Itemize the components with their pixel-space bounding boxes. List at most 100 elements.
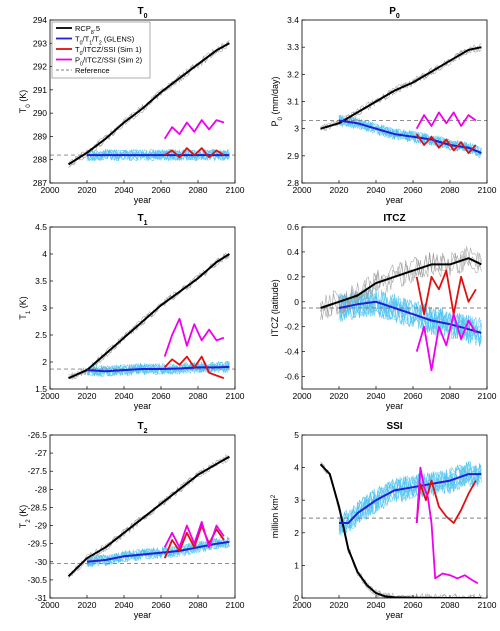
- y-tick-label: -0.4: [284, 347, 299, 357]
- glens-member-line: [86, 148, 230, 162]
- plot-area: [50, 40, 235, 168]
- y-tick-label: 2.9: [287, 151, 299, 161]
- y-tick-label: -29.5: [28, 539, 48, 549]
- x-tick-label: 2080: [441, 185, 460, 195]
- y-tick-label: 3.1: [287, 97, 299, 107]
- x-tick-label: 2060: [152, 185, 171, 195]
- series-sim1-line: [415, 479, 477, 524]
- x-tick-label: 2040: [115, 600, 134, 610]
- y-tick-label: -27: [35, 448, 48, 458]
- x-tick-label: 2040: [367, 185, 386, 195]
- x-tick-label: 2060: [152, 391, 171, 401]
- series-rcp85-line: [67, 455, 230, 578]
- y-axis-label: T2 (K): [18, 505, 32, 529]
- axes-frame: [49, 434, 236, 599]
- x-tick-label: 2100: [478, 185, 497, 195]
- series-rcp85-line: [320, 257, 482, 309]
- legend-label: T0/T1/T2 (GLENS): [75, 35, 135, 47]
- plot-area: [302, 461, 487, 598]
- plot-area: [302, 246, 487, 372]
- y-tick-label: 3.5: [35, 276, 47, 286]
- legend-label: T0/ITCZ/SSI (Sim 1): [75, 45, 142, 57]
- x-tick-label: 2060: [404, 391, 423, 401]
- x-tick-label: 2080: [189, 185, 208, 195]
- y-tick-label: 3.3: [287, 42, 299, 52]
- y-tick-label: 4: [42, 249, 47, 259]
- y-tick-label: 3.2: [287, 69, 299, 79]
- x-tick-label: 2000: [293, 600, 312, 610]
- y-tick-label: 291: [33, 85, 47, 95]
- y-tick-label: 0.4: [287, 247, 299, 257]
- series-sim2-line: [415, 466, 479, 585]
- x-tick-label: 2020: [330, 391, 349, 401]
- y-tick-label: 294: [33, 15, 47, 25]
- x-tick-label: 2020: [78, 600, 97, 610]
- x-tick-label: 2020: [330, 600, 349, 610]
- y-tick-label: 3: [42, 303, 47, 313]
- legend: RCP8.5T0/T1/T2 (GLENS)T0/ITCZ/SSI (Sim 1…: [51, 21, 151, 79]
- x-tick-label: 2000: [293, 391, 312, 401]
- panel-4: 2000 2020 2040 2060 2080 2100 -0.6 -0.4 -0.2 0 0.2…: [270, 213, 497, 411]
- y-axis-label: million km2: [270, 494, 281, 538]
- y-tick-label: 4: [294, 463, 299, 473]
- x-tick-label: 2080: [441, 600, 460, 610]
- series-rcp85-line: [320, 46, 482, 130]
- plot-area: [50, 454, 235, 579]
- glens-member-line: [338, 116, 482, 156]
- x-tick-label: 2040: [115, 391, 134, 401]
- x-tick-label: 2100: [478, 391, 497, 401]
- x-axis-label: year: [386, 610, 404, 620]
- y-tick-label: 3.4: [287, 15, 299, 25]
- x-tick-label: 2100: [226, 185, 245, 195]
- x-tick-label: 2080: [189, 391, 208, 401]
- x-tick-label: 2100: [226, 391, 245, 401]
- x-tick-label: 2020: [78, 185, 97, 195]
- y-tick-label: 289: [33, 131, 47, 141]
- y-tick-label: 2.8: [287, 178, 299, 188]
- series-sim1-line: [415, 133, 477, 155]
- x-axis-label: year: [134, 195, 152, 205]
- y-axis-label: T1 (K): [18, 296, 32, 320]
- plot-area: [302, 43, 487, 159]
- y-tick-label: -26.5: [28, 430, 48, 440]
- x-tick-label: 2020: [330, 185, 349, 195]
- x-tick-label: 2000: [41, 391, 60, 401]
- panel-6: 2000 2020 2040 2060 2080 2100 0 1 2 3 4 5 SSI year mil…: [270, 421, 497, 620]
- glens-member-line: [338, 116, 482, 156]
- series-glens-line: [86, 365, 230, 373]
- legend-box: [51, 21, 151, 79]
- x-tick-label: 2000: [41, 185, 60, 195]
- panel-title: SSI: [386, 421, 402, 432]
- y-tick-label: 287: [33, 178, 47, 188]
- panel-5: 2000 2020 2040 2060 2080 2100 -31 -30.5 -30 -29.5…: [18, 421, 245, 620]
- x-tick-label: 2100: [478, 600, 497, 610]
- y-tick-label: 0: [294, 297, 299, 307]
- panel-title: T1: [137, 213, 147, 227]
- y-tick-label: 3: [294, 124, 299, 134]
- series-rcp85-line: [67, 42, 230, 166]
- rcp85-member-line: [320, 247, 482, 321]
- series-sim1-line: [164, 147, 225, 159]
- series-sim2-line: [163, 317, 225, 357]
- series-sim2-line: [415, 111, 477, 130]
- y-tick-label: 290: [33, 108, 47, 118]
- series-sim1-line: [415, 269, 477, 316]
- x-tick-label: 2060: [152, 600, 171, 610]
- y-tick-label: 0.6: [287, 222, 299, 232]
- legend-label: RCP8.5: [75, 24, 100, 36]
- y-tick-label: -28: [35, 484, 48, 494]
- x-tick-label: 2000: [41, 600, 60, 610]
- y-axis-label: P0 (mm/day): [270, 76, 284, 126]
- legend-label: P0/ITCZ/SSI (Sim 2): [75, 56, 143, 68]
- rcp85-member-line: [68, 254, 230, 380]
- series-sim2-line: [163, 521, 225, 549]
- y-tick-label: 1.5: [35, 384, 47, 394]
- panel-title: T2: [137, 421, 147, 435]
- plot-area: [50, 252, 235, 380]
- axes-frame: [301, 19, 488, 184]
- axes-frame: [301, 226, 488, 390]
- x-axis-label: year: [386, 401, 404, 411]
- x-tick-label: 2060: [404, 600, 423, 610]
- y-tick-label: -0.6: [284, 372, 299, 382]
- y-tick-label: 5: [294, 430, 299, 440]
